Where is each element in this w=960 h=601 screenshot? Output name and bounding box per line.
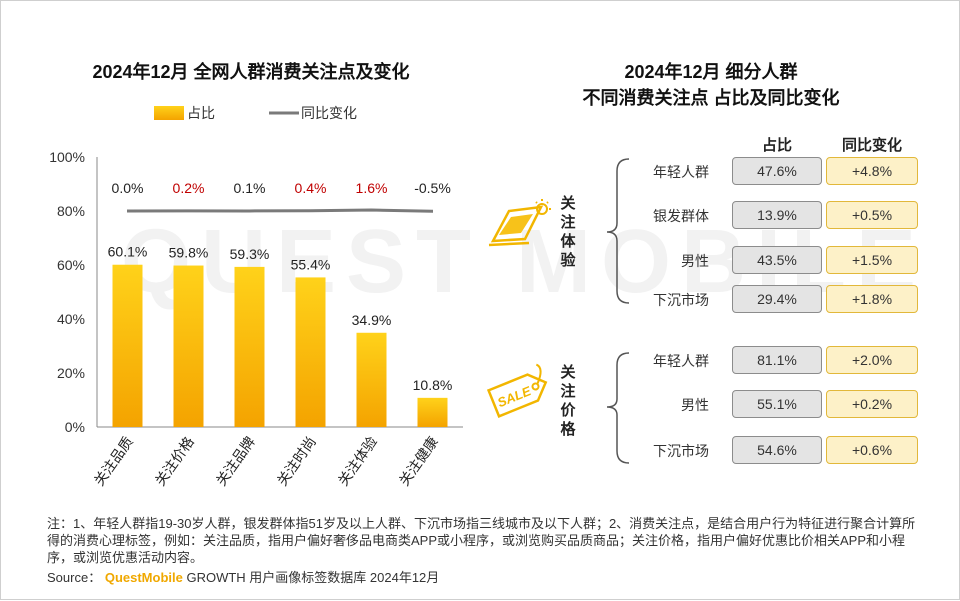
bar xyxy=(356,332,387,427)
legend-swatch-share xyxy=(154,106,184,120)
y-axis: 0% 20% 40% 60% 80% 100% xyxy=(49,149,463,435)
x-tick-label: 关注健康 xyxy=(396,434,441,489)
source-brand: QuestMobile xyxy=(104,570,183,585)
y-tick-label: 0% xyxy=(65,419,85,435)
source-label: Source： xyxy=(47,570,102,585)
segment-label: 下沉市场 xyxy=(653,292,709,308)
category-label-experience: 关注体验 xyxy=(560,195,576,269)
experience-icon xyxy=(488,199,551,247)
yoy-value-label: 0.2% xyxy=(173,180,205,196)
x-tick-label: 关注品质 xyxy=(91,434,136,489)
x-axis-tick-labels: 关注品质 关注价格 关注品牌 关注时尚 关注体验 关注健康 xyxy=(91,434,441,489)
svg-text:SALE: SALE xyxy=(495,383,533,410)
bar xyxy=(295,277,326,427)
bar-series: 60.1% 59.8% 59.3% 55.4% 34.9% 10.8% xyxy=(108,244,453,427)
left-chart-title: 2024年12月 全网人群消费关注点及变化 xyxy=(92,62,410,82)
right-title-line-1: 2024年12月 细分人群 xyxy=(624,62,798,82)
bar xyxy=(417,397,448,427)
segment-label: 银发群体 xyxy=(653,208,709,224)
x-tick-label: 关注体验 xyxy=(335,434,380,489)
yoy-value: +0.2% xyxy=(826,390,918,418)
yoy-value: +0.5% xyxy=(826,201,918,229)
segment-label: 男性 xyxy=(681,397,709,413)
yoy-line-series: 0.0% 0.2% 0.1% 0.4% 1.6% -0.5% xyxy=(112,180,451,213)
right-title-line-2: 不同消费关注点 占比及同比变化 xyxy=(582,88,840,108)
bar-value-label: 34.9% xyxy=(352,312,392,328)
column-header-share: 占比 xyxy=(761,137,792,154)
yoy-value-label: 0.1% xyxy=(234,180,266,196)
source-line: Source： QuestMobile GROWTH 用户画像标签数据库 202… xyxy=(47,567,439,586)
yoy-line xyxy=(127,208,433,213)
bar xyxy=(173,265,204,427)
legend-label-share: 占比 xyxy=(187,105,215,121)
x-tick-label: 关注价格 xyxy=(152,434,197,489)
yoy-value: +2.0% xyxy=(826,346,918,374)
chart-legend: 占比 同比变化 xyxy=(154,105,357,121)
yoy-value-label: 0.0% xyxy=(112,180,144,196)
share-value: 29.4% xyxy=(732,285,822,313)
share-value: 43.5% xyxy=(732,246,822,274)
yoy-value-label: -0.5% xyxy=(414,180,451,196)
share-value: 54.6% xyxy=(732,436,822,464)
bar-value-label: 59.8% xyxy=(169,245,209,261)
yoy-value-label: 0.4% xyxy=(295,180,327,196)
legend-label-yoy: 同比变化 xyxy=(301,105,357,121)
y-tick-label: 40% xyxy=(57,311,85,327)
bar xyxy=(112,264,143,427)
share-value: 13.9% xyxy=(732,201,822,229)
y-tick-label: 80% xyxy=(57,203,85,219)
yoy-value: +4.8% xyxy=(826,157,918,185)
segment-label: 下沉市场 xyxy=(653,443,709,459)
bar-value-label: 55.4% xyxy=(291,256,331,272)
yoy-value: +0.6% xyxy=(826,436,918,464)
column-header-yoy: 同比变化 xyxy=(841,137,902,154)
segment-label: 男性 xyxy=(681,253,709,269)
y-tick-label: 60% xyxy=(57,257,85,273)
share-value: 47.6% xyxy=(732,157,822,185)
bar-value-label: 60.1% xyxy=(108,244,148,260)
segment-label: 年轻人群 xyxy=(653,353,709,369)
share-value: 81.1% xyxy=(732,346,822,374)
category-label-price: 关注价格 xyxy=(560,364,576,438)
source-text: GROWTH 用户画像标签数据库 2024年12月 xyxy=(186,570,440,585)
bar-value-label: 59.3% xyxy=(230,246,270,262)
yoy-value-label: 1.6% xyxy=(356,180,388,196)
right-panel-title: 2024年12月 细分人群 不同消费关注点 占比及同比变化 xyxy=(521,59,901,111)
bar-line-chart: 占比 同比变化 0% 20% 40% 60% 80% 100% 60.1% 59.8% 59.… xyxy=(49,105,463,489)
bar-value-label: 10.8% xyxy=(413,377,453,393)
x-tick-label: 关注品牌 xyxy=(213,434,258,489)
segment-label: 年轻人群 xyxy=(653,164,709,180)
x-tick-label: 关注时尚 xyxy=(274,434,319,489)
y-tick-label: 20% xyxy=(57,365,85,381)
share-value: 55.1% xyxy=(732,390,822,418)
y-tick-label: 100% xyxy=(49,149,85,165)
yoy-value: +1.8% xyxy=(826,285,918,313)
bar xyxy=(234,266,265,427)
yoy-value: +1.5% xyxy=(826,246,918,274)
sale-tag-icon: SALE xyxy=(486,363,548,418)
footnote: 注：1、年轻人群指19-30岁人群，银发群体指51岁及以上人群、下沉市场指三线城… xyxy=(47,516,916,565)
